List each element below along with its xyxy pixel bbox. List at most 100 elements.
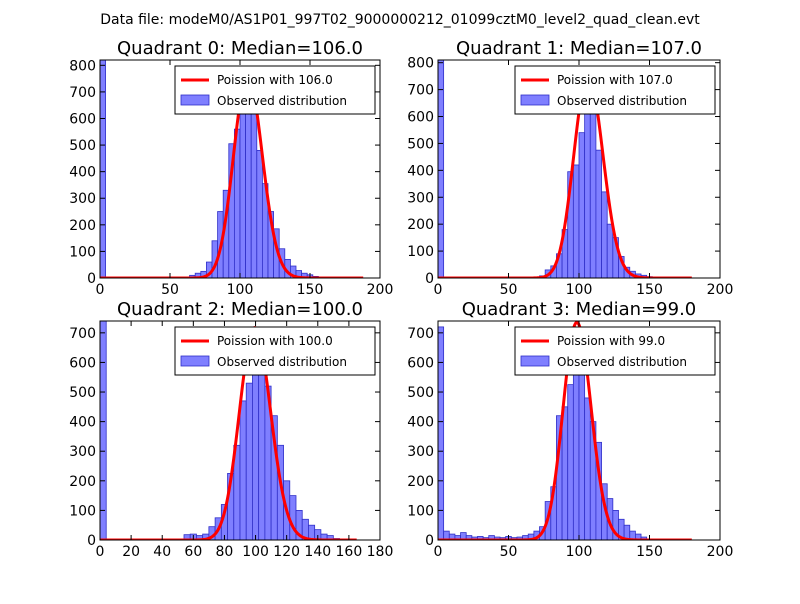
histogram-bar	[584, 91, 591, 278]
histogram-bar	[245, 382, 253, 540]
x-tick-label: 150	[636, 282, 663, 298]
legend-line-label: Poission with 107.0	[557, 73, 673, 87]
y-tick-label: 300	[69, 444, 96, 460]
x-tick-label: 100	[566, 544, 593, 560]
legend-bar-swatch	[520, 94, 550, 106]
histogram-bar	[606, 223, 614, 278]
plot-area	[100, 60, 364, 278]
y-tick-label: 600	[407, 355, 434, 371]
legend: Poission with 99.0 Observed distribution	[514, 326, 716, 376]
y-tick-label: 200	[69, 474, 96, 490]
histogram-bar	[572, 164, 580, 278]
histogram-bar	[239, 91, 246, 278]
y-tick-label: 700	[407, 83, 434, 99]
y-tick-label: 700	[69, 326, 96, 342]
histogram-bar	[438, 60, 445, 278]
histogram-bar	[584, 397, 591, 540]
x-tick-label: 200	[707, 282, 734, 298]
x-tick-label: 200	[367, 282, 394, 298]
legend-box	[174, 326, 376, 376]
y-tick-label: 800	[69, 58, 96, 74]
panel-title: Quadrant 0: Median=106.0	[117, 38, 363, 59]
panel-quadrant-1: Quadrant 1: Median=107.0 0 50 100 150 200 0 100…	[407, 38, 733, 298]
y-tick-label: 0	[425, 271, 434, 287]
legend-line-label: Poission with 99.0	[557, 334, 665, 348]
x-tick-label: 60	[184, 544, 202, 560]
histogram-bar	[252, 347, 260, 540]
panel-quadrant-2: Quadrant 2: Median=100.00 20 40 60 80 100 120 1…	[69, 299, 393, 560]
histogram-bar	[589, 110, 597, 278]
x-tick-label: 200	[707, 544, 734, 560]
legend-line-label: Poission with 100.0	[217, 334, 333, 348]
y-tick-label: 400	[69, 415, 96, 431]
y-tick-label: 600	[407, 110, 434, 126]
poisson-fit-line	[100, 74, 364, 278]
x-tick-label: 50	[500, 282, 518, 298]
histogram-bar	[572, 353, 580, 540]
y-tick-label: 300	[407, 190, 434, 206]
y-tick-label: 500	[69, 138, 96, 154]
x-tick-label: 120	[273, 544, 300, 560]
y-tick-label: 100	[69, 503, 96, 519]
x-tick-label: 80	[216, 544, 234, 560]
histogram-bar	[601, 191, 608, 278]
panel-title: Quadrant 1: Median=107.0	[456, 38, 702, 59]
x-tick-label: 20	[122, 544, 140, 560]
legend-bar-label: Observed distribution	[217, 355, 347, 369]
x-tick-label: 180	[367, 544, 394, 560]
histogram-bar	[578, 132, 586, 278]
y-tick-label: 400	[407, 163, 434, 179]
histogram-bar	[595, 149, 602, 278]
panel-quadrant-3: Quadrant 3: Median=99.0 0 50 100 150 200 0 100 2…	[407, 299, 733, 560]
legend: Poission with 106.0 Observed distribution	[174, 65, 376, 115]
x-tick-label: 50	[161, 282, 179, 298]
y-tick-label: 500	[69, 385, 96, 401]
x-tick-label: 0	[434, 282, 443, 298]
histogram-bar	[438, 326, 445, 540]
panel-quadrant-0: Quadrant 0: Median=106.0 0 50 100 150 200 0 100…	[69, 38, 393, 298]
legend-bar-label: Observed distribution	[557, 355, 687, 369]
y-tick-label: 100	[69, 244, 96, 260]
panel-title: Quadrant 3: Median=99.0	[462, 299, 697, 320]
y-tick-label: 500	[407, 136, 434, 152]
x-tick-label: 100	[566, 282, 593, 298]
legend-line-label: Poission with 106.0	[217, 73, 333, 87]
histogram-bar	[256, 149, 263, 278]
x-tick-label: 0	[434, 544, 443, 560]
y-tick-label: 200	[407, 217, 434, 233]
legend-box	[174, 65, 376, 115]
histogram-bar	[100, 321, 107, 540]
y-tick-label: 0	[87, 533, 96, 549]
x-tick-label: 40	[153, 544, 171, 560]
y-tick-label: 100	[407, 244, 434, 260]
legend-bar-label: Observed distribution	[217, 94, 347, 108]
legend-box	[514, 326, 716, 376]
y-tick-label: 500	[407, 385, 434, 401]
legend-box	[514, 65, 716, 115]
legend-bar-swatch	[180, 355, 210, 367]
axes-frame	[99, 320, 381, 541]
histogram-bar	[567, 384, 574, 540]
legend-bar-swatch	[520, 355, 550, 367]
y-tick-label: 700	[407, 326, 434, 342]
figure-suptitle: Data file: modeM0/AS1P01_997T02_90000002…	[100, 12, 700, 28]
x-tick-label: 100	[227, 282, 254, 298]
legend: Poission with 100.0 Observed distribution	[174, 326, 376, 376]
histogram-bar	[289, 495, 297, 540]
y-tick-label: 400	[69, 165, 96, 181]
histogram-bar	[258, 370, 266, 540]
y-tick-label: 600	[69, 111, 96, 127]
x-tick-label: 100	[242, 544, 269, 560]
y-tick-label: 200	[407, 474, 434, 490]
histogram-bar	[100, 60, 106, 278]
y-tick-label: 200	[69, 218, 96, 234]
x-tick-label: 0	[96, 544, 105, 560]
panel-title: Quadrant 2: Median=100.0	[117, 299, 363, 320]
x-tick-label: 0	[96, 282, 105, 298]
x-tick-label: 50	[500, 544, 518, 560]
y-tick-label: 400	[407, 415, 434, 431]
poisson-fit-line	[438, 321, 693, 540]
y-tick-label: 600	[69, 355, 96, 371]
y-tick-label: 800	[407, 56, 434, 72]
legend-bar-label: Observed distribution	[557, 94, 687, 108]
